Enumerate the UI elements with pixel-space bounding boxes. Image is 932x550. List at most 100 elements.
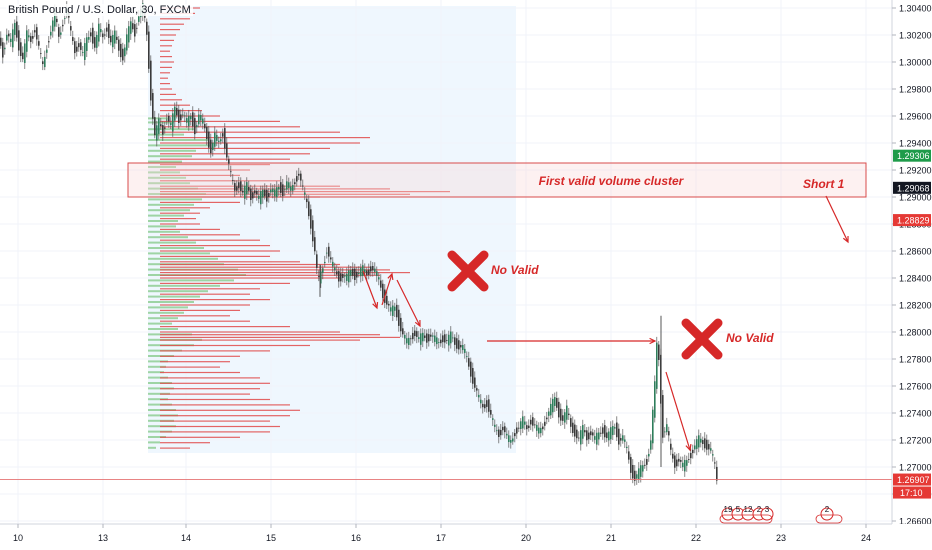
volume-bar-up [148,149,196,152]
candle-body [136,27,138,29]
volume-bar-up [148,328,178,330]
volume-bar-up [148,230,180,233]
volume-bar-down [160,274,380,276]
candle-body [426,333,428,343]
candle-body [58,27,60,37]
volume-bar-down [160,282,290,284]
candle-body [318,275,320,277]
candle-body [64,17,66,19]
candle-body [352,268,354,276]
candle-body [250,188,252,201]
candle-body [106,27,108,32]
countdown-box [893,486,931,499]
candle-body [386,295,388,305]
candle-body [258,195,260,199]
candle-body [90,32,92,37]
volume-bar-up [148,284,220,287]
volume-bar-down [160,431,270,433]
candle-body [290,186,292,191]
x-axis[interactable]: 10 13 14 15 16 17 20 21 22 23 24 [13,524,871,543]
candle-body [266,189,268,202]
candle-body [692,449,694,454]
volume-bar-down [160,142,360,144]
volume-bar-up [148,295,200,298]
candle-body [564,412,566,423]
candle-body [550,403,552,416]
volume-bar-up [148,365,166,368]
candle-body [448,334,450,346]
y-tick-label: 1.27800 [899,355,932,365]
volume-bar-down [160,250,280,252]
x-tick-label: 22 [691,533,701,543]
candle-body [478,394,480,398]
candle-body [704,438,706,449]
arrow-head [387,272,394,281]
candle-body [402,328,404,335]
candle-body [14,22,16,35]
candle-body [256,190,258,195]
candle-body [4,47,6,50]
candle-body [556,397,558,408]
candle-body [72,37,74,42]
volume-bar-down [160,66,172,68]
volume-bar-down [160,261,300,263]
candle-body [234,183,236,191]
volume-bar-down [160,207,210,209]
volume-bar-up [148,171,180,174]
candle-body [420,333,422,345]
candle-body [562,415,564,421]
candle-body [476,388,478,391]
candle-body [36,27,38,40]
candle-body [310,209,312,229]
candle-body [40,53,42,55]
candle-body [568,413,570,416]
candle-body [300,173,302,181]
candle-body [652,409,654,444]
volume-bar-down [160,169,250,171]
event-count: 2 [757,505,762,514]
event-flag-icon[interactable] [760,507,774,521]
volume-bar-down [160,266,370,268]
candle-body [360,267,362,277]
candle-body [546,417,548,420]
volume-bar-down [160,131,340,133]
y-tick-label: 1.27200 [899,436,932,446]
calendar-events[interactable]: 19 5 12 2 3 2 [719,505,843,524]
candle-body [296,176,298,182]
candle-body [656,342,658,389]
candle-body [458,340,460,350]
candle-body [700,438,702,443]
candle-body [274,189,276,197]
volume-bar-down [160,420,270,422]
price-label: 1.28829 [897,216,930,226]
candle-body [376,271,378,276]
candle-body [690,452,692,459]
candle-body [186,118,188,123]
candle-body [396,304,398,318]
volume-bar-down [160,339,360,341]
y-tick-label: 1.27400 [899,409,932,419]
y-axis[interactable]: 1.30400 1.30200 1.30000 1.29800 1.29600 1.294… [892,4,932,527]
x-tick-label: 16 [351,533,361,543]
candle-body [328,246,330,257]
candle-body [206,126,208,139]
candle-body [686,460,688,466]
candle-body [518,427,520,429]
candle-body [658,344,660,360]
volume-bar-down [160,234,240,236]
candle-body [570,418,572,427]
candle-body [342,274,344,278]
price-label: 1.29306 [897,151,930,161]
arrow-head [649,337,657,345]
candle-body [244,185,246,199]
candle-body [100,29,102,33]
candle-body [340,273,342,282]
volume-bar-up [148,209,190,212]
volume-bar-down [160,164,270,166]
candle-body [620,438,622,441]
candle-body [110,35,112,43]
candle-body [336,271,338,275]
event-flag-icon[interactable] [820,507,834,521]
candle-body [332,261,334,267]
